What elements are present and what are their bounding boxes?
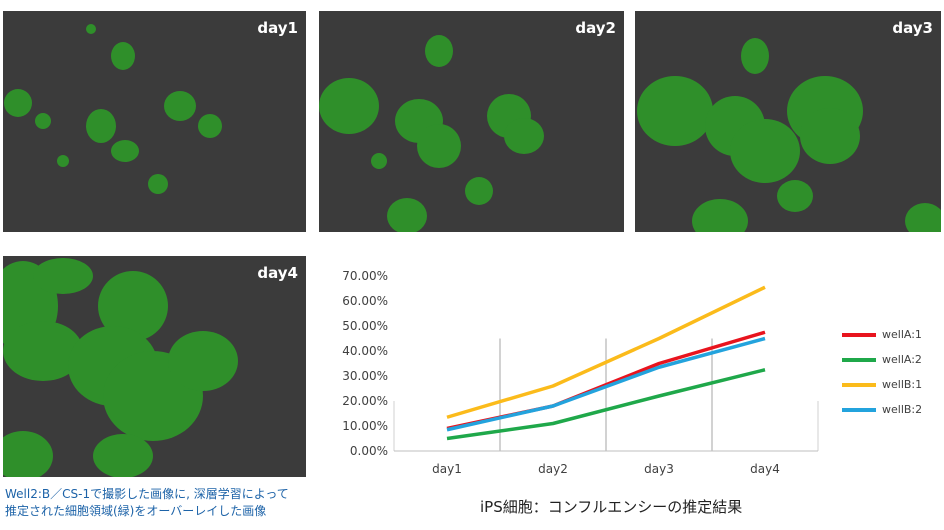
legend-item: wellA:1 bbox=[842, 322, 922, 347]
y-tick-label: 0.00% bbox=[350, 444, 388, 458]
legend-swatch bbox=[842, 407, 876, 412]
legend-label: wellA:1 bbox=[882, 328, 922, 341]
cell-overlay-day2 bbox=[319, 35, 544, 232]
caption-line-1: Well2:B／CS-1で撮影した画像に, 深層学習によって bbox=[5, 487, 289, 501]
day-label: day1 bbox=[257, 19, 298, 37]
x-tick-label: day3 bbox=[644, 462, 674, 476]
y-tick-label: 60.00% bbox=[342, 294, 388, 308]
y-tick-label: 10.00% bbox=[342, 419, 388, 433]
series-line-wella-2 bbox=[446, 368, 766, 441]
microscope-image-day3: day3 bbox=[635, 11, 941, 232]
x-axis-labels: day1 day2 day3 day4 bbox=[432, 462, 780, 476]
x-tick-label: day1 bbox=[432, 462, 462, 476]
y-tick-label: 70.00% bbox=[342, 269, 388, 283]
legend-label: wellB:1 bbox=[882, 378, 923, 391]
microscope-image-day1: day1 bbox=[3, 11, 306, 232]
chart-legend: wellA:1 wellA:2 wellB:1 wellB:2 bbox=[842, 322, 922, 422]
cell-overlay-day3 bbox=[637, 38, 941, 232]
y-axis-labels: 0.00% 10.00% 20.00% 30.00% 40.00% 50.00% 60.00… bbox=[342, 269, 388, 458]
legend-swatch bbox=[842, 332, 876, 337]
legend-item: wellA:2 bbox=[842, 347, 922, 372]
y-tick-label: 20.00% bbox=[342, 394, 388, 408]
y-tick-label: 50.00% bbox=[342, 319, 388, 333]
vertical-gridlines bbox=[393, 338, 819, 451]
day-label: day4 bbox=[257, 264, 298, 282]
series-line-wellb-1 bbox=[446, 285, 766, 419]
series-lines bbox=[446, 285, 766, 441]
microscope-image-day4: day4 bbox=[3, 256, 306, 477]
day-label: day2 bbox=[575, 19, 616, 37]
legend-swatch bbox=[842, 357, 876, 362]
legend-label: wellA:2 bbox=[882, 353, 922, 366]
legend-item: wellB:2 bbox=[842, 397, 922, 422]
confluency-line-chart: 0.00% 10.00% 20.00% 30.00% 40.00% 50.00% 60.00… bbox=[342, 269, 819, 476]
cell-overlay-day1 bbox=[4, 24, 222, 194]
legend-item: wellB:1 bbox=[842, 372, 922, 397]
chart-title: iPS細胞：コンフルエンシーの推定結果 bbox=[480, 498, 743, 516]
day-label: day3 bbox=[892, 19, 933, 37]
legend-label: wellB:2 bbox=[882, 403, 923, 416]
microscope-image-day2: day2 bbox=[319, 11, 624, 232]
y-tick-label: 30.00% bbox=[342, 369, 388, 383]
image-caption: Well2:B／CS-1で撮影した画像に, 深層学習によって 推定された細胞領域… bbox=[5, 486, 325, 520]
y-tick-label: 40.00% bbox=[342, 344, 388, 358]
x-tick-label: day4 bbox=[750, 462, 780, 476]
caption-line-2: 推定された細胞領域(緑)をオーバーレイした画像 bbox=[5, 504, 267, 518]
x-tick-label: day2 bbox=[538, 462, 568, 476]
series-line-wellb-2 bbox=[446, 336, 766, 432]
legend-swatch bbox=[842, 382, 876, 387]
cell-overlay-day4 bbox=[3, 258, 238, 477]
